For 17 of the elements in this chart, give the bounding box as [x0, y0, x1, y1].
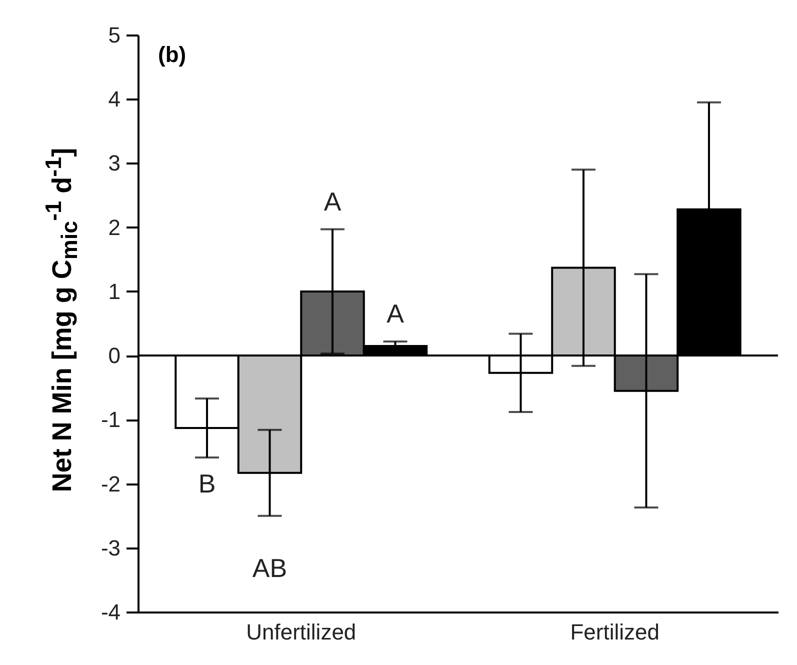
y-tick-label: -4	[100, 600, 120, 624]
y-tick-label: 0	[108, 343, 120, 368]
y-tick-label: -2	[100, 471, 120, 496]
y-tick-label: 4	[108, 86, 120, 112]
annotation: A	[386, 298, 405, 328]
annotation: B	[198, 468, 216, 498]
y-tick-label: 3	[108, 150, 120, 176]
y-tick-label: -3	[100, 535, 120, 560]
x-tick-label: Unfertilized	[246, 620, 356, 644]
y-tick-label: 2	[108, 214, 120, 240]
annotation: (b)	[158, 42, 186, 67]
y-tick-label: -1	[100, 407, 120, 432]
annotation: A	[324, 186, 342, 216]
annotation: AB	[252, 552, 288, 583]
y-tick-label: 1	[108, 278, 120, 304]
x-tick-label: Fertilized	[570, 620, 660, 644]
y-tick-label: 5	[108, 22, 120, 48]
